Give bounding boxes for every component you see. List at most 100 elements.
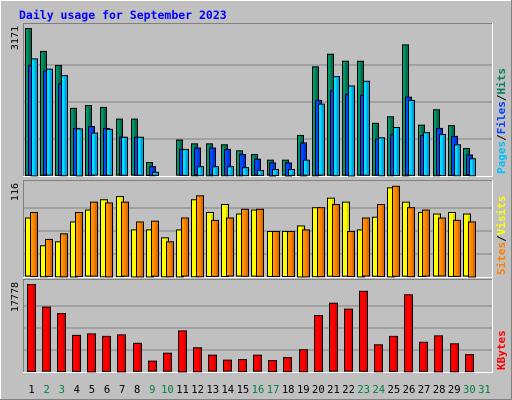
- bar-hits-pages-day-17: [272, 168, 279, 176]
- bar-hits-pages-day-19: [303, 159, 310, 176]
- bar-kbytes-kbytes-day-15: [238, 359, 247, 373]
- bar-hits-pages-day-20: [318, 103, 325, 176]
- bar-kbytes-kbytes-day-2: [42, 306, 51, 372]
- bar-hits-pages-day-21: [333, 76, 340, 177]
- bar-visits-sites-day-13: [211, 219, 219, 277]
- bar-hits-pages-day-16: [257, 169, 264, 176]
- bar-visits-sites-day-27: [422, 209, 430, 277]
- bar-kbytes-kbytes-day-20: [314, 315, 323, 373]
- x-tick-label-day-29: 29: [448, 384, 461, 396]
- bar-visits-sites-day-15: [241, 208, 249, 277]
- bar-visits-sites-day-8: [136, 221, 144, 278]
- bar-kbytes-kbytes-day-29: [450, 343, 459, 373]
- bar-visits-sites-day-1: [30, 211, 38, 277]
- bar-hits-files-day-19: [300, 142, 307, 177]
- x-tick-label-day-25: 25: [388, 384, 401, 396]
- bar-visits-sites-day-20: [317, 207, 325, 278]
- bar-visits-sites-day-11: [181, 217, 189, 277]
- panel-kbytes: 17778 KBytes: [10, 279, 508, 373]
- x-tick-label-day-5: 5: [89, 384, 95, 396]
- panel-y-label: KBytes: [495, 330, 508, 370]
- x-tick-label-day-8: 8: [134, 384, 140, 396]
- x-tick-label-day-22: 22: [342, 384, 355, 396]
- bar-hits-pages-day-18: [288, 168, 295, 176]
- panel-max-label: 17778: [10, 282, 21, 312]
- bar-kbytes-kbytes-day-5: [87, 333, 96, 373]
- bar-visits-sites-day-4: [75, 211, 83, 277]
- x-tick-label-day-26: 26: [403, 384, 416, 396]
- bar-visits-sites-day-25: [392, 185, 400, 277]
- bar-kbytes-kbytes-day-24: [374, 344, 383, 373]
- bar-visits-sites-day-22: [347, 231, 355, 277]
- bar-hits-pages-day-7: [121, 136, 128, 176]
- x-tick-label-day-31: 31: [478, 384, 491, 396]
- bar-hits-pages-day-25: [393, 126, 400, 176]
- bar-kbytes-kbytes-day-8: [133, 342, 142, 372]
- bar-kbytes-kbytes-day-18: [283, 357, 292, 373]
- y-label-part: KBytes: [495, 330, 508, 370]
- y-label-part: Sites: [495, 242, 508, 275]
- bar-hits-pages-day-24: [378, 137, 385, 177]
- bar-kbytes-kbytes-day-26: [404, 294, 413, 373]
- x-tick-label-day-16: 16: [252, 384, 265, 396]
- x-tick-label-day-3: 3: [59, 384, 65, 396]
- bar-visits-sites-day-14: [226, 217, 234, 277]
- bar-kbytes-kbytes-day-21: [329, 302, 338, 372]
- bar-kbytes-kbytes-day-12: [193, 347, 202, 373]
- bar-kbytes-kbytes-day-28: [434, 335, 443, 373]
- x-tick-label-day-11: 11: [176, 384, 189, 396]
- x-tick-label-day-14: 14: [221, 384, 234, 396]
- bar-hits-pages-day-11: [182, 148, 189, 176]
- bar-hits-pages-day-4: [76, 128, 83, 177]
- bar-kbytes-kbytes-day-11: [178, 330, 187, 373]
- bar-visits-sites-day-7: [121, 201, 129, 277]
- x-tick-label-day-19: 19: [297, 384, 310, 396]
- bar-visits-sites-day-28: [438, 217, 446, 277]
- bar-hits-pages-day-26: [408, 99, 415, 176]
- bar-visits-sites-day-9: [151, 220, 159, 277]
- x-tick-label-day-4: 4: [74, 384, 80, 396]
- x-tick-label-day-10: 10: [161, 384, 174, 396]
- bar-visits-sites-day-23: [362, 217, 370, 277]
- bar-visits-sites-day-29: [453, 219, 461, 277]
- bar-visits-sites-day-10: [166, 241, 174, 278]
- x-tick-label-day-17: 17: [267, 384, 280, 396]
- x-tick-label-day-21: 21: [327, 384, 340, 396]
- bar-visits-sites-day-24: [377, 204, 385, 278]
- chart-panels: 3171Pages/Files/Hits116Sites/Visits17778…: [10, 23, 508, 373]
- bar-hits-pages-day-30: [469, 158, 476, 177]
- bar-hits-pages-day-29: [454, 144, 461, 177]
- x-tick-label-day-27: 27: [418, 384, 431, 396]
- bar-visits-sites-day-16: [256, 208, 264, 277]
- y-label-part: Files: [495, 101, 508, 134]
- x-tick-label-day-23: 23: [357, 384, 370, 396]
- y-label-separator: /: [495, 94, 508, 101]
- bar-kbytes-kbytes-day-7: [117, 334, 126, 373]
- bar-kbytes-kbytes-day-25: [389, 335, 398, 372]
- bar-kbytes-kbytes-day-22: [344, 308, 353, 372]
- y-label-part: Hits: [495, 68, 508, 95]
- x-tick-label-day-18: 18: [282, 384, 295, 396]
- bar-visits-sites-day-26: [407, 207, 415, 278]
- bar-kbytes-kbytes-day-3: [57, 313, 66, 373]
- bar-kbytes-kbytes-day-30: [465, 354, 474, 373]
- panel-y-label: Pages/Files/Hits: [495, 68, 508, 174]
- bar-visits-sites-day-2: [45, 238, 53, 277]
- x-tick-label-day-30: 30: [463, 384, 476, 396]
- bar-kbytes-kbytes-day-19: [299, 349, 308, 373]
- bar-hits-pages-day-6: [106, 128, 113, 176]
- bar-hits-pages-day-12: [197, 166, 204, 177]
- y-label-separator: /: [495, 134, 508, 141]
- x-axis-labels: 1 2 3 4 5 6 7 8 9 10 11 12 13 14 15 16 17 18 19 20 21 22 23 24 2…: [28, 384, 490, 396]
- bar-kbytes-kbytes-day-13: [208, 354, 217, 372]
- bar-visits-sites-day-6: [105, 202, 113, 278]
- bar-hits-pages-day-1: [31, 58, 38, 177]
- bar-hits-pages-day-13: [212, 166, 219, 177]
- x-tick-label-day-13: 13: [206, 384, 219, 396]
- bar-hits-pages-day-9: [152, 171, 159, 176]
- bar-visits-sites-day-5: [90, 201, 98, 277]
- bar-kbytes-kbytes-day-27: [419, 341, 428, 372]
- bar-kbytes-kbytes-day-10: [163, 352, 172, 372]
- bar-kbytes-kbytes-day-17: [268, 360, 277, 373]
